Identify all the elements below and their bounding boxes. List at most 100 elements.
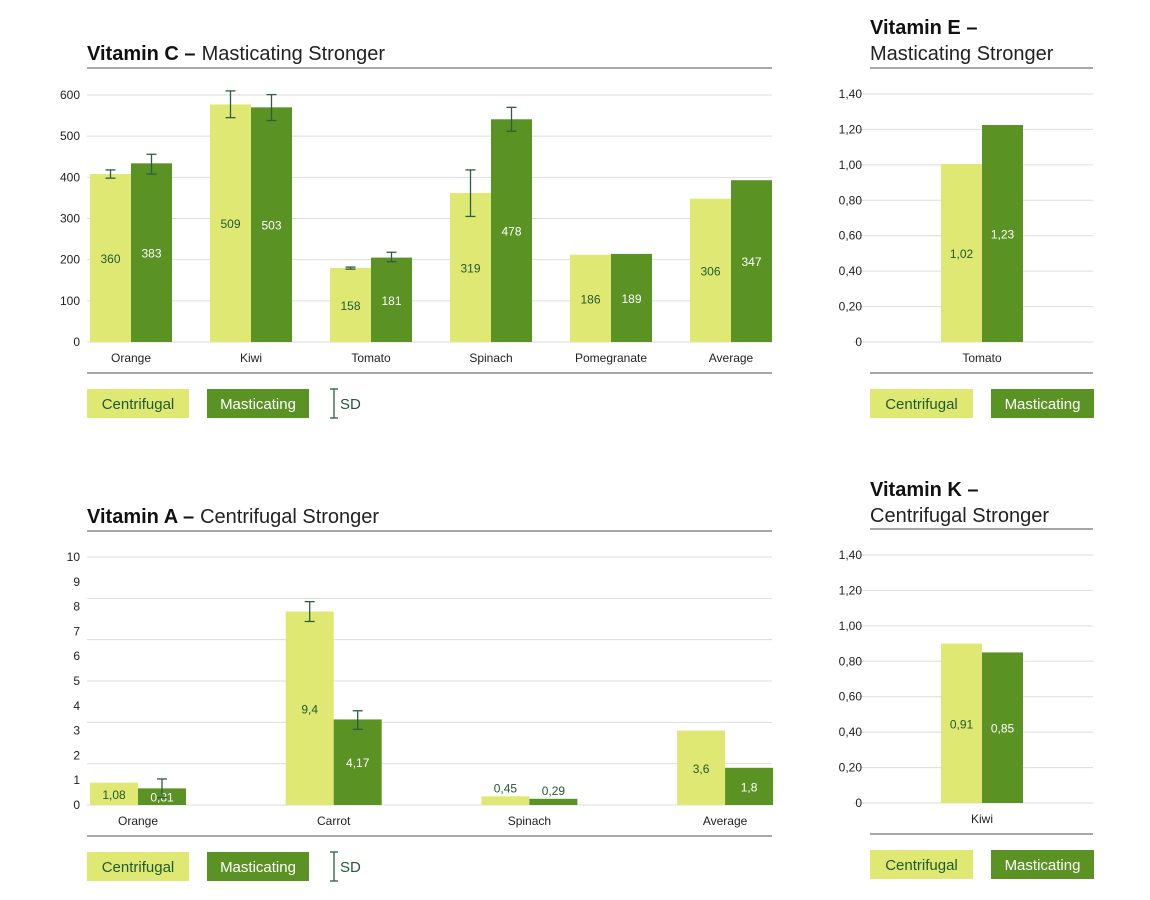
category-label: Kiwi: [971, 812, 993, 826]
y-tick-label: 0: [855, 796, 862, 810]
bar-masticating-kiwi: [251, 107, 292, 342]
bar-masticating-orange: [131, 163, 172, 342]
legend-swatch-masticating: [207, 389, 309, 418]
bar-centrifugal-average: [677, 730, 726, 805]
y-tick-label: 200: [60, 253, 80, 267]
y-tick-label: 7: [73, 624, 80, 638]
data-label: 0,45: [494, 781, 518, 795]
bar-masticating-spinach: [529, 798, 578, 805]
legend-label-masticating: Masticating: [1005, 857, 1081, 874]
bar-centrifugal-pomegranate: [570, 254, 611, 342]
bar-centrifugal-carrot: [285, 611, 334, 805]
legend-swatch-centrifugal: [87, 852, 189, 881]
y-tick-label: 0,40: [839, 264, 863, 278]
y-tick-label: 0,80: [839, 654, 863, 668]
chart-vitamin-a: Vitamin A – Centrifugal Stronger 0 1 2 3 4 5 6 7 8…: [67, 506, 774, 882]
y-tick-label: 3: [73, 724, 80, 738]
chart-title-bold: Vitamin K –: [870, 479, 979, 501]
legend-label-sd: SD: [340, 396, 361, 413]
data-label: 478: [501, 225, 521, 239]
y-tick-label: 0,80: [839, 193, 863, 207]
category-label: Tomato: [351, 351, 391, 365]
bar-masticating-average: [731, 180, 772, 342]
bar-masticating-average: [725, 767, 774, 805]
data-label: 1,23: [991, 228, 1015, 242]
chart-vitamin-k: Vitamin K – Centrifugal Stronger 0 0,20 0,40…: [839, 479, 1094, 879]
chart-title-bold: Vitamin E –: [870, 17, 977, 39]
data-label: 0,91: [950, 717, 974, 731]
y-tick-label: 300: [60, 212, 80, 226]
chart-title-bold: Vitamin A –: [87, 506, 194, 528]
legend-swatch-centrifugal: [870, 850, 973, 879]
chart-title: Vitamin A – Centrifugal Stronger: [87, 506, 379, 528]
legend-label-centrifugal: Centrifugal: [885, 396, 958, 413]
y-tick-label: 4: [73, 699, 80, 713]
bar-masticating-kiwi: [982, 652, 1023, 803]
data-label: 181: [381, 294, 401, 308]
category-label: Average: [709, 351, 754, 365]
legend-label-masticating: Masticating: [1005, 396, 1081, 413]
bar-centrifugal-tomato: [941, 163, 982, 342]
data-label: 9,4: [301, 702, 318, 716]
y-tick-label: 0,20: [839, 761, 863, 775]
legend-swatch-masticating: [207, 852, 309, 881]
chart-title-subtitle: Masticating Stronger: [202, 43, 386, 65]
y-tick-label: 600: [60, 88, 80, 102]
y-tick-label: 0: [73, 335, 80, 349]
y-tick-label: 1,20: [839, 583, 863, 597]
y-tick-label: 500: [60, 129, 80, 143]
y-tick-label: 1: [73, 773, 80, 787]
category-label: Carrot: [317, 814, 351, 828]
data-label: 319: [460, 261, 480, 275]
y-tick-label: 100: [60, 294, 80, 308]
legend: Centrifugal Masticating SD: [87, 851, 361, 882]
y-tick-label: 1,40: [839, 548, 863, 562]
category-label: Kiwi: [240, 351, 262, 365]
y-tick-label: 5: [73, 674, 80, 688]
chart-title-subtitle: Masticating Stronger: [870, 43, 1054, 65]
bar-centrifugal-orange: [90, 782, 138, 805]
chart-title: Vitamin C – Masticating Stronger: [87, 43, 385, 65]
data-label: 1,08: [102, 788, 126, 802]
y-tick-label: 10: [67, 550, 81, 564]
category-label: Pomegranate: [575, 351, 647, 365]
bar-centrifugal-kiwi: [210, 104, 251, 343]
category-label: Average: [703, 814, 748, 828]
y-tick-label: 0,20: [839, 300, 863, 314]
legend-label-centrifugal: Centrifugal: [102, 396, 175, 413]
data-label: 347: [741, 255, 761, 269]
y-tick-label: 2: [73, 748, 80, 762]
data-label: 383: [141, 247, 161, 261]
chart-title-bold: Vitamin C –: [87, 43, 196, 65]
bar-centrifugal-tomato: [330, 267, 371, 342]
data-label: 1,02: [950, 247, 974, 261]
data-label: 509: [220, 217, 240, 231]
legend: Centrifugal Masticating: [870, 389, 1094, 418]
data-label: 158: [340, 299, 360, 313]
bar-masticating-spinach: [491, 119, 532, 342]
category-label: Orange: [111, 351, 151, 365]
data-label: 1,8: [741, 780, 758, 794]
y-tick-label: 0: [855, 335, 862, 349]
y-tick-label: 0,60: [839, 229, 863, 243]
y-tick-label: 0,40: [839, 725, 863, 739]
legend: Centrifugal Masticating: [870, 850, 1094, 879]
data-label: 0,85: [991, 722, 1015, 736]
legend-label-masticating: Masticating: [220, 859, 296, 876]
legend-swatch-centrifugal: [870, 389, 973, 418]
legend-label-centrifugal: Centrifugal: [102, 859, 175, 876]
y-tick-label: 1,00: [839, 158, 863, 172]
bar-centrifugal-average: [690, 198, 731, 342]
y-tick-label: 6: [73, 649, 80, 663]
chart-vitamin-c: Vitamin C – Masticating Stronger 0 100 200 30…: [60, 43, 772, 419]
bar-masticating-pomegranate: [611, 253, 652, 342]
category-label: Spinach: [469, 351, 512, 365]
y-tick-label: 9: [73, 575, 80, 589]
bar-centrifugal-spinach: [481, 796, 530, 805]
y-tick-label: 0: [73, 798, 80, 812]
legend-label-sd: SD: [340, 859, 361, 876]
bar-masticating-tomato: [982, 125, 1023, 342]
y-tick-label: 0,60: [839, 690, 863, 704]
bar-centrifugal-orange: [90, 174, 131, 342]
data-label: 186: [580, 292, 600, 306]
